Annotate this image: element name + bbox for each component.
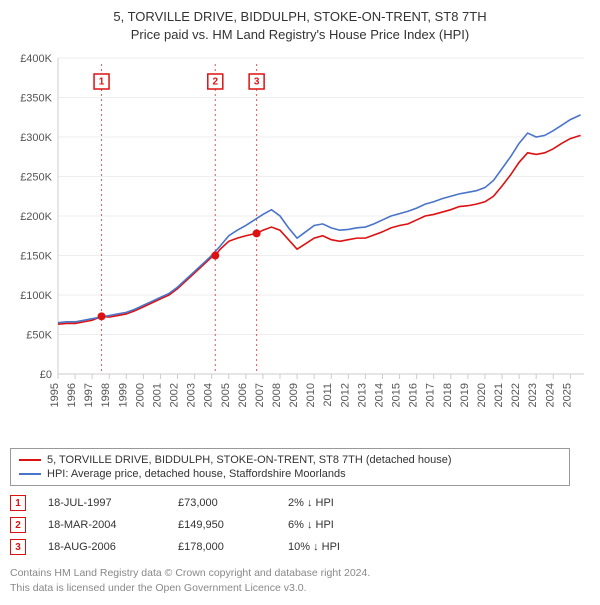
- legend-row-property: 5, TORVILLE DRIVE, BIDDULPH, STOKE-ON-TR…: [19, 453, 561, 467]
- svg-text:£250K: £250K: [20, 172, 52, 184]
- svg-text:2024: 2024: [544, 383, 556, 407]
- svg-text:2016: 2016: [408, 383, 420, 407]
- legend: 5, TORVILLE DRIVE, BIDDULPH, STOKE-ON-TR…: [10, 448, 570, 486]
- event-delta: 2% ↓ HPI: [288, 497, 408, 509]
- title-line-1: 5, TORVILLE DRIVE, BIDDULPH, STOKE-ON-TR…: [10, 8, 590, 26]
- chart-svg: £0 £50K £100K £150K £200K £250K £300K £350K £400…: [10, 50, 590, 440]
- event-marker: 3: [10, 539, 26, 555]
- svg-text:2017: 2017: [425, 383, 437, 407]
- svg-text:2003: 2003: [186, 383, 198, 407]
- footer-line-2: This data is licensed under the Open Gov…: [10, 581, 590, 595]
- svg-text:3: 3: [254, 77, 260, 88]
- event-date: 18-MAR-2004: [48, 519, 178, 531]
- svg-text:2011: 2011: [322, 383, 334, 407]
- legend-label-hpi: HPI: Average price, detached house, Staf…: [47, 468, 346, 480]
- event-price: £73,000: [178, 497, 288, 509]
- svg-text:2023: 2023: [527, 383, 539, 407]
- event-delta: 10% ↓ HPI: [288, 541, 408, 553]
- svg-text:2005: 2005: [220, 383, 232, 407]
- svg-text:£400K: £400K: [20, 53, 52, 65]
- svg-text:2014: 2014: [373, 383, 385, 407]
- svg-text:£0: £0: [40, 369, 52, 381]
- event-date: 18-JUL-1997: [48, 497, 178, 509]
- event-marker: 2: [10, 517, 26, 533]
- footer: Contains HM Land Registry data © Crown c…: [10, 566, 590, 594]
- svg-text:£200K: £200K: [20, 211, 52, 223]
- svg-text:2004: 2004: [203, 383, 215, 407]
- svg-text:2009: 2009: [288, 383, 300, 407]
- svg-text:£150K: £150K: [20, 251, 52, 263]
- event-marker: 1: [10, 495, 26, 511]
- svg-text:2: 2: [213, 77, 219, 88]
- footer-line-1: Contains HM Land Registry data © Crown c…: [10, 566, 590, 580]
- svg-text:1998: 1998: [100, 383, 112, 407]
- svg-text:2006: 2006: [237, 383, 249, 407]
- svg-text:1996: 1996: [66, 383, 78, 407]
- svg-text:2020: 2020: [476, 383, 488, 407]
- sale-events-table: 1 18-JUL-1997£73,0002% ↓ HPI 2 18-MAR-2004£…: [10, 492, 570, 558]
- sale-event-row: 3 18-AUG-2006£178,00010% ↓ HPI: [10, 536, 570, 558]
- svg-text:1997: 1997: [83, 383, 95, 407]
- svg-text:2019: 2019: [459, 383, 471, 407]
- svg-text:2008: 2008: [271, 383, 283, 407]
- event-delta: 6% ↓ HPI: [288, 519, 408, 531]
- event-date: 18-AUG-2006: [48, 541, 178, 553]
- svg-text:2000: 2000: [134, 383, 146, 407]
- legend-swatch-property: [19, 459, 41, 461]
- svg-text:2021: 2021: [493, 383, 505, 407]
- event-price: £149,950: [178, 519, 288, 531]
- svg-text:1999: 1999: [117, 383, 129, 407]
- svg-text:£350K: £350K: [20, 93, 52, 105]
- svg-text:2007: 2007: [254, 383, 266, 407]
- price-chart: £0 £50K £100K £150K £200K £250K £300K £350K £400…: [10, 50, 590, 440]
- svg-text:2012: 2012: [339, 383, 351, 407]
- svg-text:1: 1: [99, 77, 105, 88]
- sale-event-row: 2 18-MAR-2004£149,9506% ↓ HPI: [10, 514, 570, 536]
- svg-text:2022: 2022: [510, 383, 522, 407]
- svg-text:2002: 2002: [169, 383, 181, 407]
- sale-event-row: 1 18-JUL-1997£73,0002% ↓ HPI: [10, 492, 570, 514]
- svg-text:1995: 1995: [49, 383, 61, 407]
- legend-row-hpi: HPI: Average price, detached house, Staf…: [19, 467, 561, 481]
- legend-label-property: 5, TORVILLE DRIVE, BIDDULPH, STOKE-ON-TR…: [47, 454, 452, 466]
- svg-text:£50K: £50K: [26, 330, 52, 342]
- event-price: £178,000: [178, 541, 288, 553]
- chart-title: 5, TORVILLE DRIVE, BIDDULPH, STOKE-ON-TR…: [10, 8, 590, 44]
- svg-text:2001: 2001: [151, 383, 163, 407]
- svg-text:£300K: £300K: [20, 132, 52, 144]
- svg-text:2018: 2018: [442, 383, 454, 407]
- svg-text:2015: 2015: [391, 383, 403, 407]
- legend-swatch-hpi: [19, 473, 41, 475]
- svg-text:2013: 2013: [356, 383, 368, 407]
- title-line-2: Price paid vs. HM Land Registry's House …: [10, 26, 590, 44]
- svg-text:2010: 2010: [305, 383, 317, 407]
- svg-text:£100K: £100K: [20, 290, 52, 302]
- svg-text:2025: 2025: [561, 383, 573, 407]
